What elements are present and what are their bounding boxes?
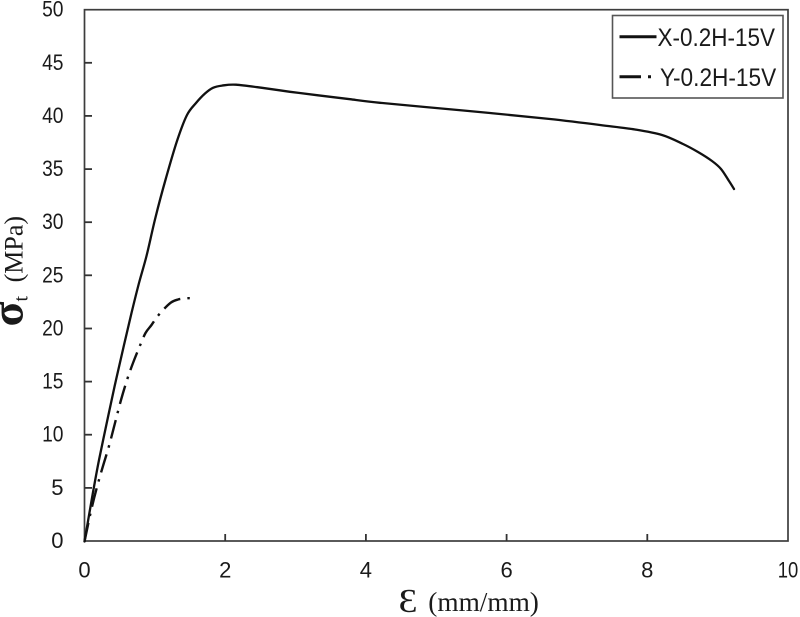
svg-text:2: 2 xyxy=(219,558,231,583)
svg-text:4: 4 xyxy=(360,558,372,583)
svg-text:15: 15 xyxy=(42,369,63,394)
svg-text:40: 40 xyxy=(42,103,63,128)
svg-text:Y-0.2H-15V: Y-0.2H-15V xyxy=(660,64,776,92)
svg-text:45: 45 xyxy=(42,50,63,75)
svg-text:5: 5 xyxy=(51,475,63,500)
svg-text:(mm/mm): (mm/mm) xyxy=(428,587,539,617)
svg-text:6: 6 xyxy=(500,558,512,583)
svg-text:10: 10 xyxy=(778,558,799,583)
svg-text:25: 25 xyxy=(42,262,63,287)
svg-text:35: 35 xyxy=(42,156,63,181)
svg-text:20: 20 xyxy=(42,316,63,341)
svg-text:X-0.2H-15V: X-0.2H-15V xyxy=(658,24,776,52)
svg-text:50: 50 xyxy=(42,0,63,22)
svg-text:0: 0 xyxy=(78,558,90,583)
svg-text:σt (MPa): σt (MPa) xyxy=(0,216,33,327)
svg-text:Ɛ: Ɛ xyxy=(399,583,418,617)
svg-text:30: 30 xyxy=(42,209,63,234)
svg-text:10: 10 xyxy=(42,422,63,447)
svg-text:8: 8 xyxy=(641,558,653,583)
svg-text:0: 0 xyxy=(51,528,63,553)
